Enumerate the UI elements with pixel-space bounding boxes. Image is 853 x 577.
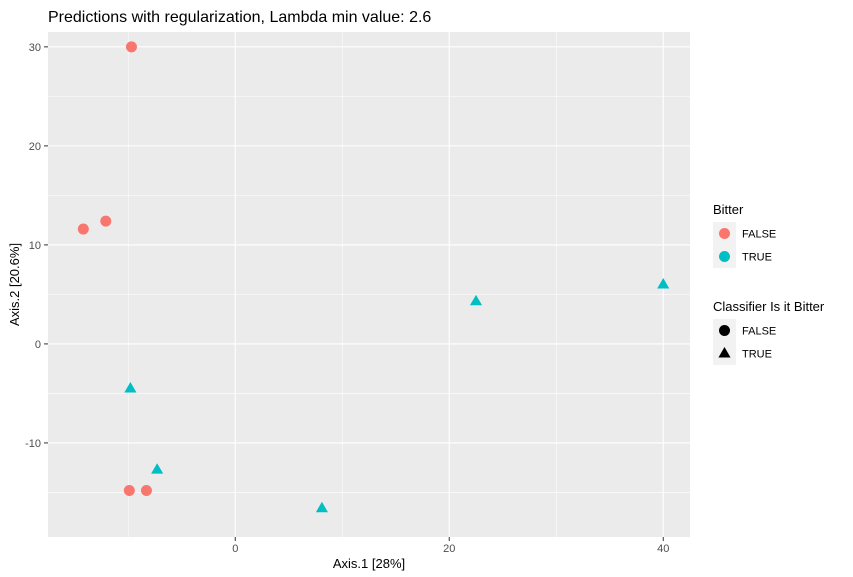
data-point-circle bbox=[140, 484, 152, 496]
data-point-triangle bbox=[315, 501, 328, 513]
legend-label: TRUE bbox=[742, 252, 772, 264]
x-axis-ticks: 0 20 40 bbox=[232, 537, 669, 555]
data-point-circle bbox=[100, 215, 112, 227]
legend-shape-marker bbox=[719, 325, 730, 336]
y-tick-label: -10 bbox=[25, 438, 41, 450]
legend-shape-marker bbox=[718, 347, 731, 358]
legend-label: FALSE bbox=[742, 326, 776, 338]
data-point-circle bbox=[123, 484, 135, 496]
x-tick-label: 0 bbox=[232, 543, 238, 555]
x-tick-label: 20 bbox=[443, 543, 455, 555]
data-point-triangle bbox=[469, 294, 483, 306]
legend-label: FALSE bbox=[742, 229, 776, 241]
chart-title: Predictions with regularization, Lambda … bbox=[48, 9, 431, 26]
legend-title: Bitter bbox=[713, 202, 744, 217]
y-tick-label: 0 bbox=[35, 339, 41, 351]
data-points bbox=[77, 41, 670, 513]
data-point-circle bbox=[77, 223, 89, 235]
legend-title: Classifier Is it Bitter bbox=[713, 299, 825, 314]
legend-color-marker bbox=[719, 251, 730, 262]
legend-label: TRUE bbox=[742, 349, 772, 361]
data-point-triangle bbox=[151, 463, 164, 474]
y-tick-label: 10 bbox=[29, 240, 41, 252]
legend-color-marker bbox=[719, 228, 730, 239]
data-point-triangle bbox=[657, 278, 670, 289]
y-axis-label: Axis.2 [20.6%] bbox=[7, 243, 22, 326]
y-tick-label: 30 bbox=[29, 42, 41, 54]
x-axis-label: Axis.1 [28%] bbox=[333, 556, 405, 571]
legends: Bitter FALSE TRUE Classifier Is it Bitter FA… bbox=[713, 202, 825, 365]
y-tick-label: 20 bbox=[29, 141, 41, 153]
data-point-triangle bbox=[124, 381, 137, 393]
y-axis-ticks: -10 0 10 20 30 bbox=[25, 42, 48, 450]
plot-panel bbox=[48, 32, 690, 537]
x-tick-label: 40 bbox=[657, 543, 669, 555]
data-point-circle bbox=[125, 41, 137, 53]
